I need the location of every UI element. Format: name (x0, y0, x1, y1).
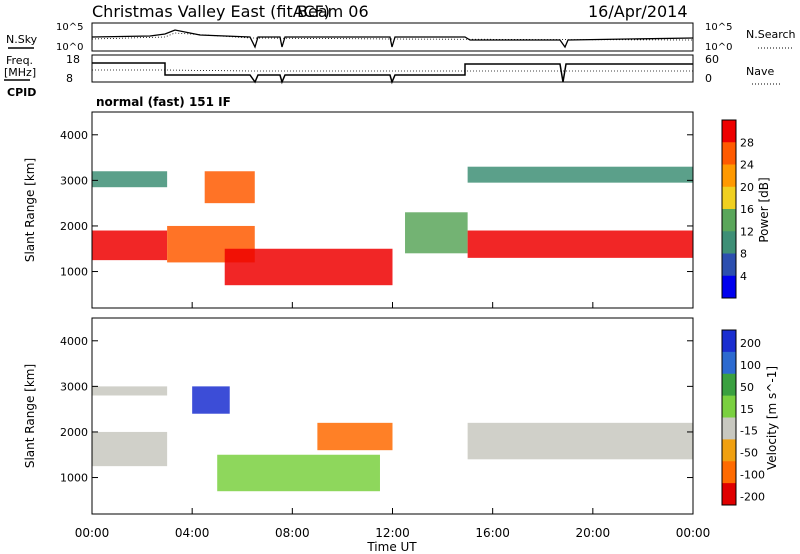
power-colorbar-cell (722, 231, 736, 254)
xtick-label: 00:00 (676, 526, 711, 540)
power-colorbar-cell (722, 142, 736, 165)
time-xaxis: 00:00 04:00 08:00 12:00 16:00 20:00 00:00 (75, 302, 711, 540)
power-ytick-label: 1000 (60, 266, 88, 279)
noise-tick-right-top: 10^5 (705, 22, 732, 33)
freq-tick-bottom: 8 (66, 72, 73, 85)
velocity-colorbar-tick: -50 (740, 447, 758, 460)
power-colorbar-cell (722, 186, 736, 210)
power-ylabel: Slant Range [km] (23, 158, 37, 262)
date-label: 16/Apr/2014 (588, 2, 688, 21)
velocity-colorbar-tick: 100 (740, 359, 761, 372)
nsearch-trace (91, 32, 694, 41)
velocity-colorbar-tick: -100 (740, 468, 765, 481)
velocity-colorbar-cell (722, 330, 736, 353)
power-band-5 (405, 212, 468, 254)
velocity-band-4 (317, 422, 393, 451)
power-colorbar-label: Power [dB] (757, 177, 771, 242)
power-band-0 (92, 230, 168, 261)
velocity-ytick-label: 1000 (60, 472, 88, 485)
power-colorbar-cell (722, 164, 736, 188)
freq-label-line1: Freq. (6, 54, 33, 67)
cpid-value: normal (fast) 151 IF (96, 95, 231, 109)
velocity-ylabel: Slant Range [km] (23, 364, 37, 468)
freq-tick-top: 18 (66, 53, 80, 66)
velocity-ytick-label: 2000 (60, 426, 88, 439)
velocity-colorbar-tick: -200 (740, 490, 765, 503)
velocity-colorbar-label: Velocity [m s^-1] (765, 366, 779, 470)
power-colorbar-cell (722, 120, 736, 143)
station-title: Christmas Valley East (fitACF) (92, 2, 330, 21)
power-band-7 (467, 166, 693, 183)
nave-tick-bottom: 0 (705, 72, 712, 85)
power-yaxis: 1000 2000 3000 4000 (60, 129, 693, 279)
power-colorbar-tick: 24 (740, 159, 754, 172)
velocity-colorbar-cell (722, 351, 736, 375)
velocity-colorbar-cell (722, 483, 736, 506)
velocity-band-3 (217, 454, 380, 492)
power-colorbar-frame (721, 119, 737, 299)
velocity-panel-frame (91, 317, 694, 515)
velocity-heatmap (92, 386, 693, 492)
velocity-band-1 (92, 386, 168, 396)
velocity-band-0 (92, 431, 168, 467)
velocity-colorbar-cell (722, 439, 736, 462)
xtick-label: 00:00 (75, 526, 110, 540)
freq-trace (92, 62, 693, 85)
power-colorbar-cell (722, 209, 736, 232)
velocity-colorbar-frame (721, 329, 737, 506)
power-colorbar: 4 8 12 16 20 24 28 (721, 119, 754, 299)
power-colorbar-cell (722, 275, 736, 299)
velocity-colorbar-cell (722, 461, 736, 484)
velocity-band-2 (192, 386, 230, 414)
freq-label-line2: [MHz] (4, 66, 36, 79)
velocity-colorbar: 200 100 50 15 -15 -50 -100 -200 (721, 329, 765, 506)
velocity-colorbar-tick: -15 (740, 425, 758, 438)
xtick-label: 16:00 (475, 526, 510, 540)
nsky-trace (91, 29, 694, 49)
xtick-label: 20:00 (576, 526, 611, 540)
velocity-yaxis: 1000 2000 3000 4000 (60, 335, 693, 485)
velocity-band-5 (467, 422, 693, 460)
power-colorbar-tick: 4 (740, 270, 747, 283)
nave-tick-top: 60 (705, 53, 719, 66)
power-colorbar-tick: 8 (740, 248, 747, 261)
power-ytick-label: 4000 (60, 129, 88, 142)
xtick-label: 12:00 (375, 526, 410, 540)
xaxis-label: Time UT (366, 540, 417, 554)
cpid-label: CPID (7, 86, 36, 99)
nsky-label: N.Sky (6, 33, 38, 46)
nave-label: Nave (746, 65, 774, 78)
power-colorbar-cell (722, 253, 736, 277)
noise-tick-left-top: 10^5 (56, 22, 83, 33)
velocity-ytick-label: 3000 (60, 380, 88, 393)
velocity-colorbar-tick: 200 (740, 337, 761, 350)
power-colorbar-tick: 16 (740, 203, 754, 216)
velocity-colorbar-cell (722, 417, 736, 440)
velocity-colorbar-cell (722, 373, 736, 397)
power-heatmap (92, 166, 693, 286)
velocity-colorbar-tick: 50 (740, 381, 754, 394)
power-colorbar-tick: 28 (740, 136, 754, 149)
power-band-1 (92, 171, 168, 188)
velocity-colorbar-tick: 15 (740, 403, 754, 416)
power-band-6 (467, 230, 693, 258)
noise-tick-left-bottom: 10^0 (56, 42, 83, 53)
freq-panel-frame (91, 54, 694, 83)
noise-tick-right-bottom: 10^0 (705, 42, 732, 53)
beam-label: Beam 06 (297, 2, 369, 21)
power-colorbar-tick: 12 (740, 225, 754, 238)
power-ytick-label: 3000 (60, 174, 88, 187)
power-ytick-label: 2000 (60, 220, 88, 233)
xtick-label: 08:00 (275, 526, 310, 540)
xtick-label: 04:00 (175, 526, 210, 540)
velocity-colorbar-cell (722, 395, 736, 418)
nsearch-label: N.Search (746, 28, 796, 41)
power-band-3 (204, 171, 255, 204)
velocity-ytick-label: 4000 (60, 335, 88, 348)
nave-trace (92, 69, 693, 72)
power-colorbar-tick: 20 (740, 181, 754, 194)
power-band-4 (224, 248, 393, 286)
